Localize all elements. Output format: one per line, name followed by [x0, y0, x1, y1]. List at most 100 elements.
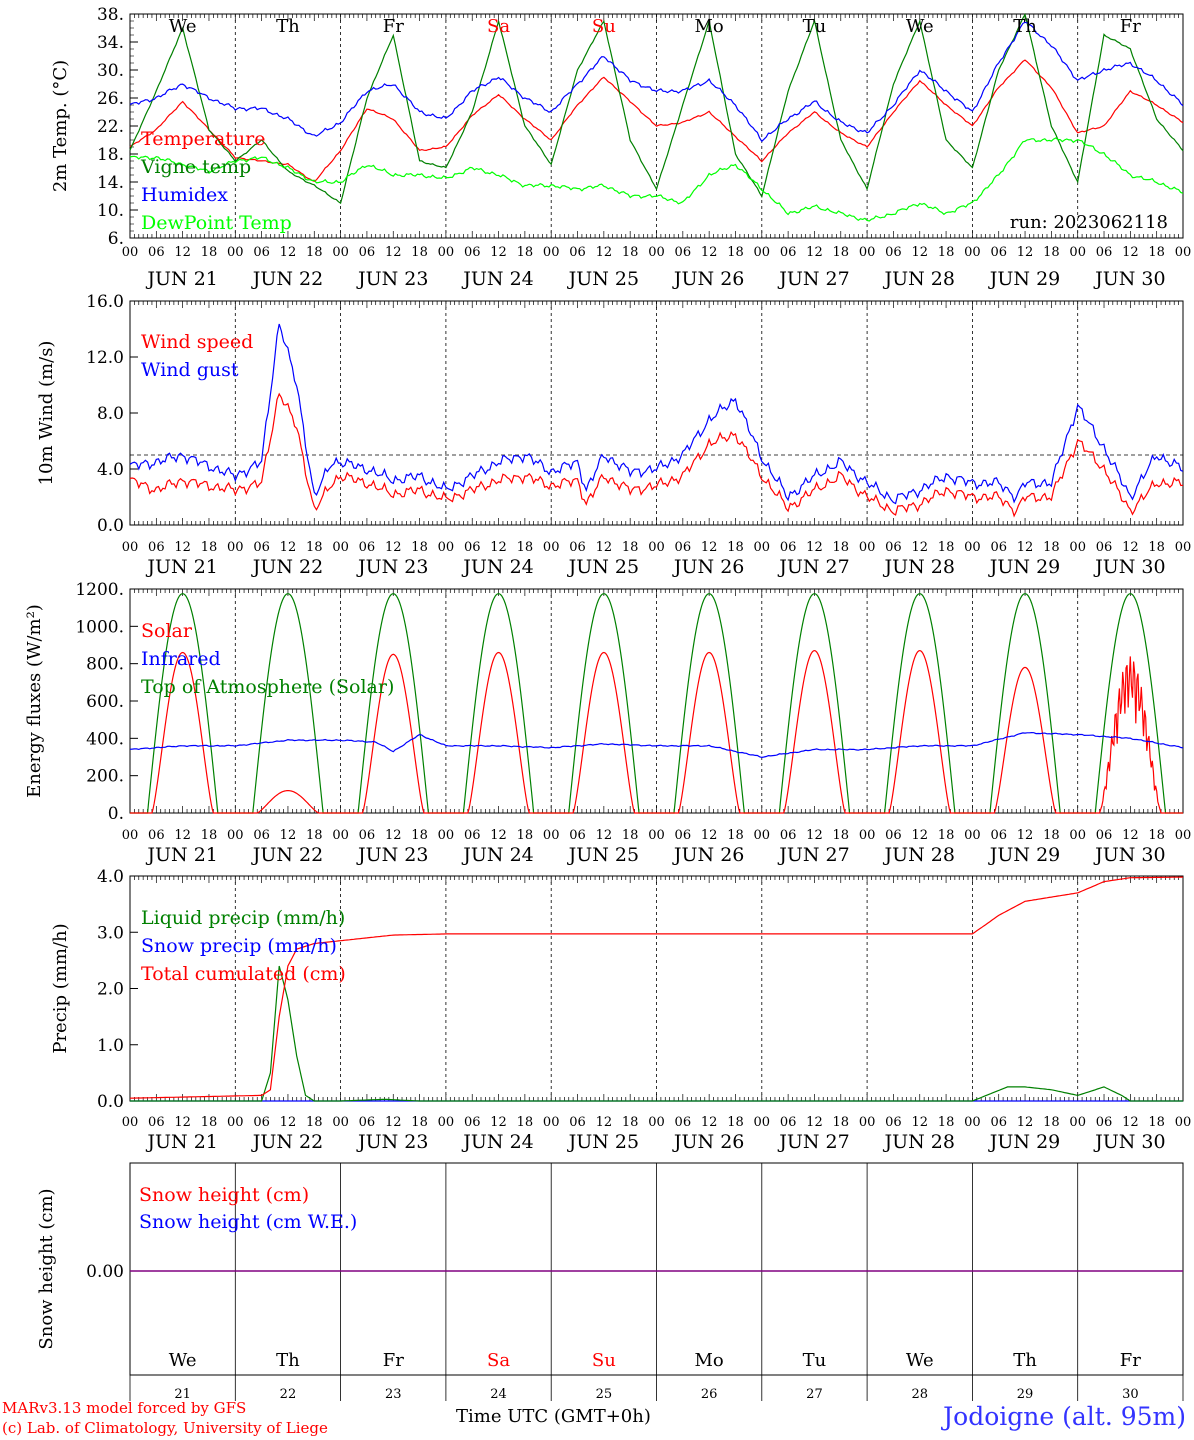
hour-tick-label: 06	[359, 245, 376, 260]
hour-tick-label: 06	[990, 540, 1007, 555]
hour-tick-label: 00	[543, 1115, 560, 1130]
weekday-label: We	[169, 16, 197, 37]
hour-tick-label: 06	[885, 540, 902, 555]
hour-tick-label: 18	[727, 1115, 744, 1130]
hour-tick-label: 18	[727, 828, 744, 843]
hour-tick-label: 12	[596, 540, 613, 555]
hour-tick-label: 00	[648, 828, 665, 843]
series-wind-gust	[129, 323, 1184, 505]
weekday-label: Mo	[695, 1350, 724, 1371]
hour-tick-label: 12	[701, 245, 718, 260]
hour-tick-label: 12	[701, 828, 718, 843]
hour-tick-label: 00	[1175, 245, 1192, 260]
y-tick-label: 1200.	[75, 580, 124, 600]
hour-tick-label: 00	[543, 540, 560, 555]
hour-tick-label: 00	[332, 540, 349, 555]
y-tick-label: 6.	[108, 229, 124, 249]
hour-tick-label: 18	[938, 1115, 955, 1130]
y-tick-label: 2.0	[97, 980, 124, 1000]
hour-tick-label: 06	[359, 540, 376, 555]
run-label: run: 2023062118	[1010, 212, 1168, 233]
hour-tick-label: 00	[964, 540, 981, 555]
hour-tick-label: 06	[990, 1115, 1007, 1130]
y-tick-label: 38.	[97, 5, 124, 25]
hour-tick-label: 12	[280, 540, 297, 555]
day-number-label: 27	[806, 1387, 823, 1402]
hour-tick-label: 18	[622, 540, 639, 555]
hour-tick-label: 18	[1043, 245, 1060, 260]
y-tick-label: 30.	[97, 61, 124, 81]
hour-tick-label: 06	[885, 828, 902, 843]
hour-tick-label: 18	[727, 540, 744, 555]
hour-tick-label: 12	[280, 245, 297, 260]
weekday-label: Sa	[487, 16, 510, 37]
series-solar	[130, 649, 1183, 814]
hour-tick-label: 06	[780, 828, 797, 843]
hour-tick-label: 00	[964, 1115, 981, 1130]
day-number-label: 29	[1017, 1387, 1034, 1402]
hour-tick-label: 00	[227, 540, 244, 555]
hour-tick-label: 18	[306, 1115, 323, 1130]
day-label: JUN 29	[988, 1131, 1060, 1153]
y-tick-label: 18.	[97, 145, 124, 165]
hour-tick-label: 00	[1175, 828, 1192, 843]
weekday-label: Sa	[487, 1350, 510, 1371]
y-tick-label: 12.0	[86, 348, 124, 368]
day-label: JUN 24	[461, 556, 533, 578]
hour-tick-label: 18	[306, 245, 323, 260]
y-tick-label: 8.0	[97, 404, 124, 424]
weekday-label: Mo	[695, 16, 724, 37]
y-tick-label: 800.	[86, 655, 124, 675]
day-number-label: 30	[1122, 1387, 1139, 1402]
hour-tick-label: 18	[622, 828, 639, 843]
hour-tick-label: 00	[648, 245, 665, 260]
hour-tick-label: 12	[1122, 828, 1139, 843]
hour-tick-label: 12	[701, 1115, 718, 1130]
hour-tick-label: 18	[411, 828, 428, 843]
weekday-label: Th	[1013, 1350, 1037, 1371]
hour-tick-label: 00	[754, 828, 771, 843]
y-tick-label: 4.0	[97, 460, 124, 480]
hour-tick-label: 00	[964, 245, 981, 260]
hour-tick-label: 06	[675, 540, 692, 555]
y-axis-label: 2m Temp. (°C)	[50, 60, 71, 192]
hour-tick-label: 12	[1017, 540, 1034, 555]
hour-tick-label: 06	[464, 1115, 481, 1130]
hour-tick-label: 12	[911, 1115, 928, 1130]
hour-tick-label: 06	[885, 245, 902, 260]
weekday-label: Tu	[803, 16, 827, 37]
hour-tick-label: 18	[938, 828, 955, 843]
day-label: JUN 21	[145, 844, 217, 866]
weekday-label: Tu	[803, 1350, 827, 1371]
day-number-label: 21	[174, 1387, 191, 1402]
day-label: JUN 27	[777, 1131, 849, 1153]
y-axis-label: Energy fluxes (W/m²)	[24, 604, 45, 798]
day-label: JUN 25	[567, 1131, 639, 1153]
hour-tick-label: 12	[1017, 245, 1034, 260]
y-tick-label: 200.	[86, 767, 124, 787]
legend-solar: Solar	[141, 620, 193, 642]
hour-tick-label: 12	[1122, 1115, 1139, 1130]
weekday-label: We	[906, 1350, 934, 1371]
day-number-label: 28	[911, 1387, 928, 1402]
hour-tick-label: 18	[1043, 1115, 1060, 1130]
y-tick-label: 400.	[86, 729, 124, 749]
legend-humidex: Humidex	[141, 184, 228, 206]
day-label: JUN 27	[777, 556, 849, 578]
y-tick-label: 1000.	[75, 617, 124, 637]
hour-tick-label: 12	[806, 828, 823, 843]
series-infrared	[129, 731, 1184, 759]
hour-tick-label: 00	[1175, 1115, 1192, 1130]
day-label: JUN 30	[1093, 556, 1165, 578]
hour-tick-label: 18	[622, 245, 639, 260]
day-label: JUN 22	[251, 556, 323, 578]
legend-snow-height-cm-we: Snow height (cm W.E.)	[139, 1211, 357, 1233]
hour-tick-label: 12	[385, 540, 402, 555]
hour-tick-label: 12	[911, 540, 928, 555]
y-tick-label: 0.00	[86, 1262, 124, 1282]
series-total-cumulated	[129, 876, 1183, 1099]
legend-wind-gust: Wind gust	[141, 359, 239, 381]
hour-tick-label: 12	[1017, 828, 1034, 843]
day-label: JUN 26	[672, 844, 744, 866]
